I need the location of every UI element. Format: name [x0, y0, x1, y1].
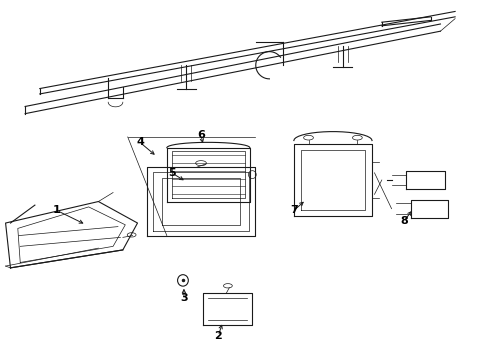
Text: 4: 4 — [136, 138, 144, 147]
Text: 6: 6 — [197, 130, 205, 140]
Text: 5: 5 — [168, 168, 175, 178]
Text: 3: 3 — [180, 293, 188, 303]
Text: 8: 8 — [400, 216, 408, 226]
Text: 7: 7 — [290, 206, 298, 216]
Text: 2: 2 — [214, 331, 222, 341]
Text: 1: 1 — [53, 206, 61, 216]
